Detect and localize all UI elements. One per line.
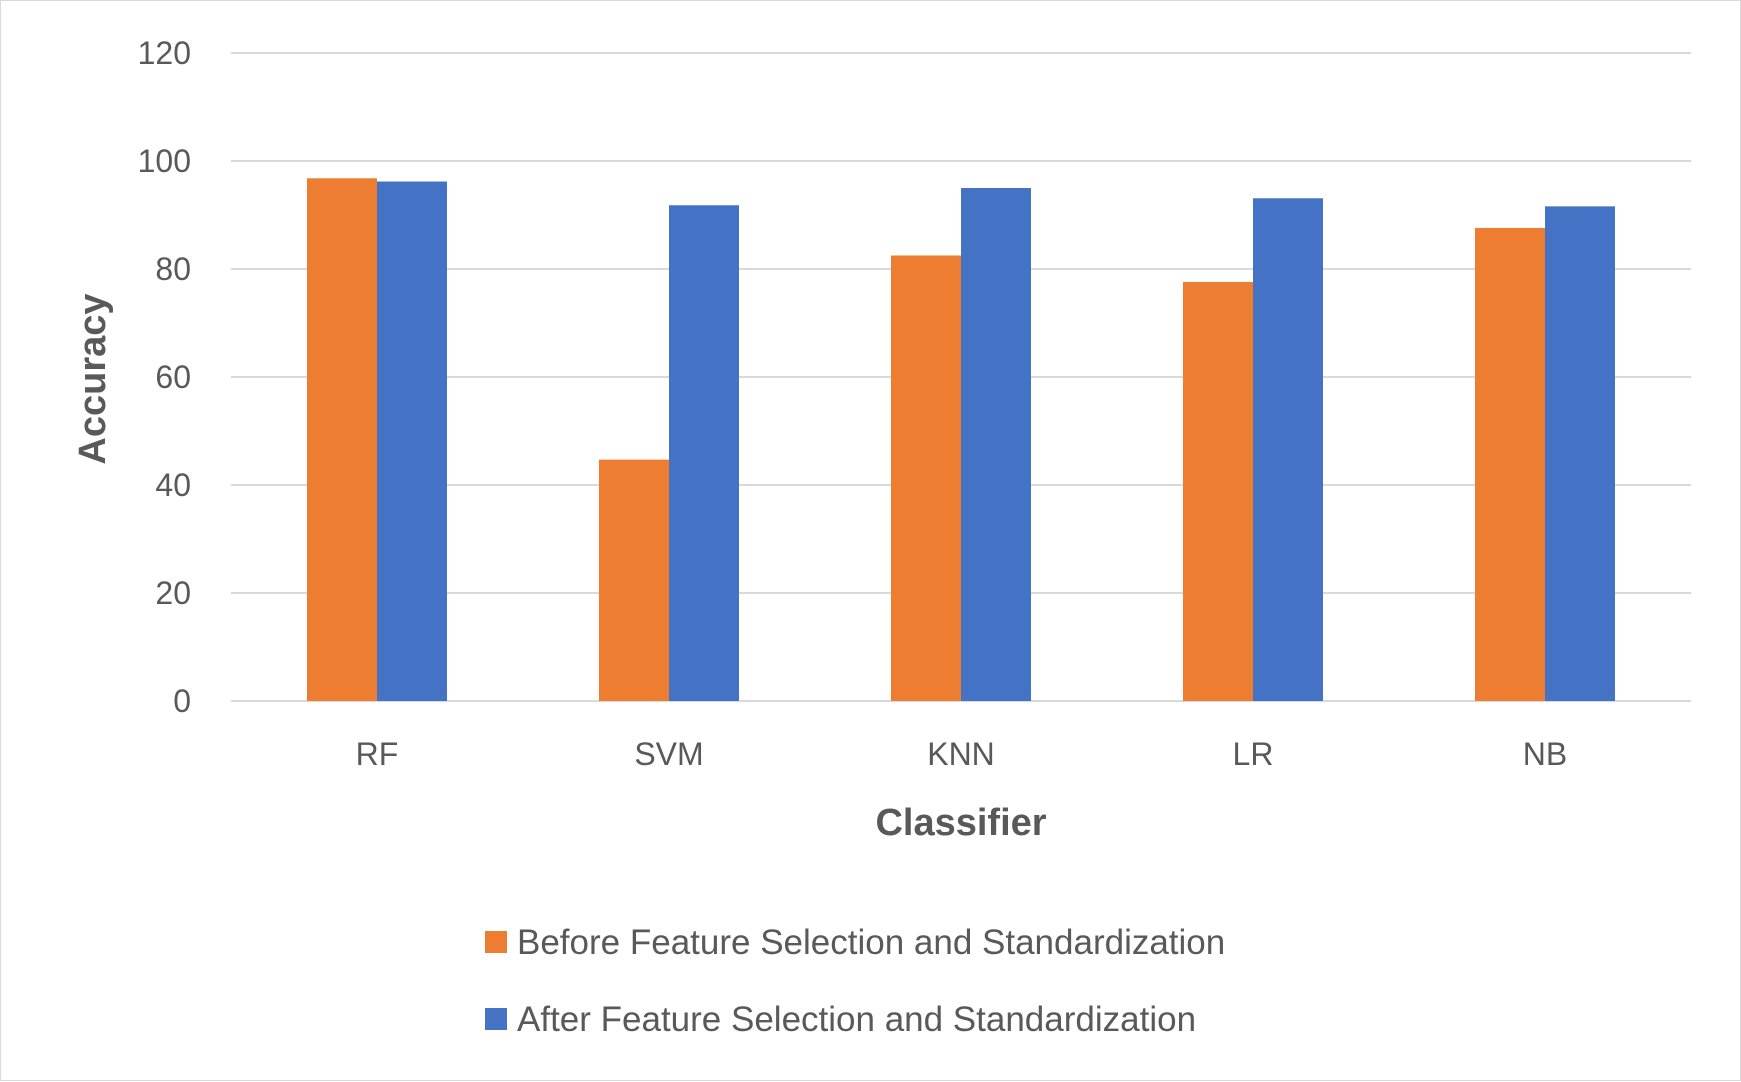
legend-label: After Feature Selection and Standardizat…: [517, 1000, 1196, 1039]
y-tick-label: 60: [155, 359, 191, 395]
legend: Before Feature Selection and Standardiza…: [485, 923, 1225, 1039]
bar-rf-series-2: [377, 181, 447, 701]
x-tick-label: KNN: [927, 736, 995, 772]
bar-lr-series-2: [1253, 198, 1323, 701]
y-tick-label: 100: [138, 143, 191, 179]
y-axis-title: Accuracy: [72, 293, 114, 464]
bar-svm-series-1: [599, 459, 669, 701]
y-tick-label: 40: [155, 467, 191, 503]
legend-label: Before Feature Selection and Standardiza…: [517, 923, 1225, 962]
y-tick-label: 120: [138, 35, 191, 71]
y-tick-label: 80: [155, 251, 191, 287]
bar-knn-series-2: [961, 188, 1031, 701]
bar-nb-series-2: [1545, 206, 1615, 702]
bars: [307, 178, 1615, 702]
y-axis-ticks: 0 20 40 60 80 100 120: [138, 35, 191, 719]
bar-lr-series-1: [1183, 281, 1253, 701]
bar-nb-series-1: [1475, 227, 1545, 701]
x-axis-ticks: RF SVM KNN LR NB: [356, 736, 1568, 772]
bar-svm-series-2: [669, 205, 739, 701]
x-tick-label: LR: [1233, 736, 1274, 772]
x-tick-label: RF: [356, 736, 399, 772]
bar-rf-series-1: [307, 178, 377, 701]
x-axis-title: Classifier: [875, 802, 1046, 844]
x-tick-label: SVM: [634, 736, 703, 772]
y-tick-label: 20: [155, 575, 191, 611]
x-tick-label: NB: [1523, 736, 1567, 772]
legend-swatch: [485, 931, 507, 953]
y-tick-label: 0: [173, 683, 191, 719]
legend-swatch: [485, 1008, 507, 1030]
bar-knn-series-1: [891, 255, 961, 701]
